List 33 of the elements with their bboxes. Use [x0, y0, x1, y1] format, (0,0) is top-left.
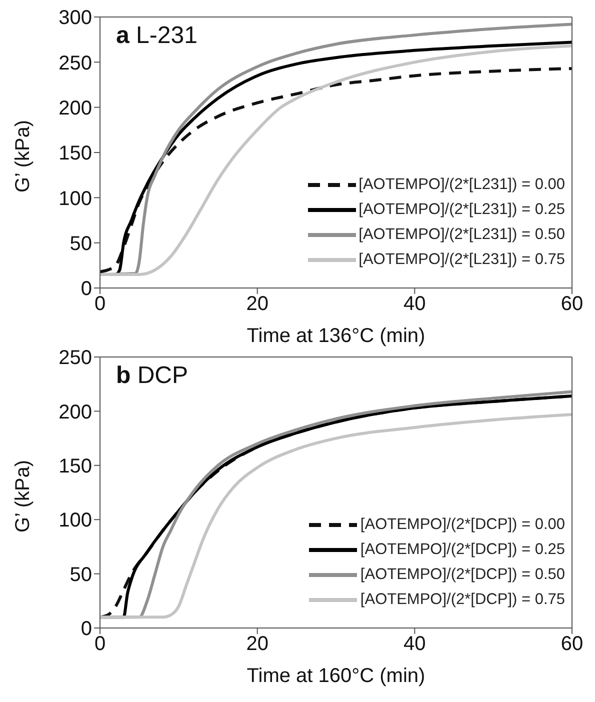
legend-label: [AOTEMPO]/(2*[L231]) = 0.50	[358, 226, 565, 244]
y-tick-label: 50	[70, 232, 92, 255]
x-tick-label: 40	[404, 293, 426, 316]
x-tick-label: 60	[560, 633, 584, 656]
x-tick-label: 20	[246, 633, 268, 656]
legend-label: [AOTEMPO]/(2*[DCP]) = 0.00	[360, 516, 565, 534]
y-tick-label: 0	[80, 278, 92, 300]
chart-title: b DCP	[116, 362, 188, 390]
x-axis-title: Time at 136°C (min)	[246, 325, 426, 347]
y-tick-label: 250	[58, 52, 92, 74]
y-tick-label: 200	[58, 97, 92, 120]
legend-label: [AOTEMPO]/(2*[DCP]) = 0.75	[360, 590, 565, 608]
y-tick-label: 250	[58, 347, 92, 370]
y-tick-label: 300	[58, 7, 92, 30]
y-tick-label: 150	[58, 456, 92, 478]
y-tick-label: 150	[58, 142, 92, 165]
chart-title: a L-231	[116, 22, 198, 50]
legend-label: [AOTEMPO]/(2*[DCP]) = 0.50	[360, 566, 565, 584]
y-tick-label: 100	[58, 188, 92, 210]
x-tick-label: 40	[404, 633, 426, 656]
y-tick-label: 100	[58, 510, 92, 532]
legend-label: [AOTEMPO]/(2*[L231]) = 0.75	[358, 250, 565, 268]
y-tick-label: 50	[70, 564, 92, 586]
x-axis-title: Time at 160°C (min)	[246, 665, 426, 687]
legend-label: [AOTEMPO]/(2*[DCP]) = 0.25	[360, 540, 565, 558]
y-tick-label: 0	[80, 618, 92, 640]
y-axis-title: G’ (kPa)	[12, 460, 34, 532]
y-axis-title: G’ (kPa)	[12, 120, 34, 192]
legend-label: [AOTEMPO]/(2*[L231]) = 0.25	[358, 200, 565, 218]
legend-label: [AOTEMPO]/(2*[L231]) = 0.00	[358, 176, 565, 194]
x-tick-label: 60	[560, 293, 584, 316]
x-tick-label: 20	[246, 293, 268, 316]
y-tick-label: 200	[58, 401, 92, 424]
